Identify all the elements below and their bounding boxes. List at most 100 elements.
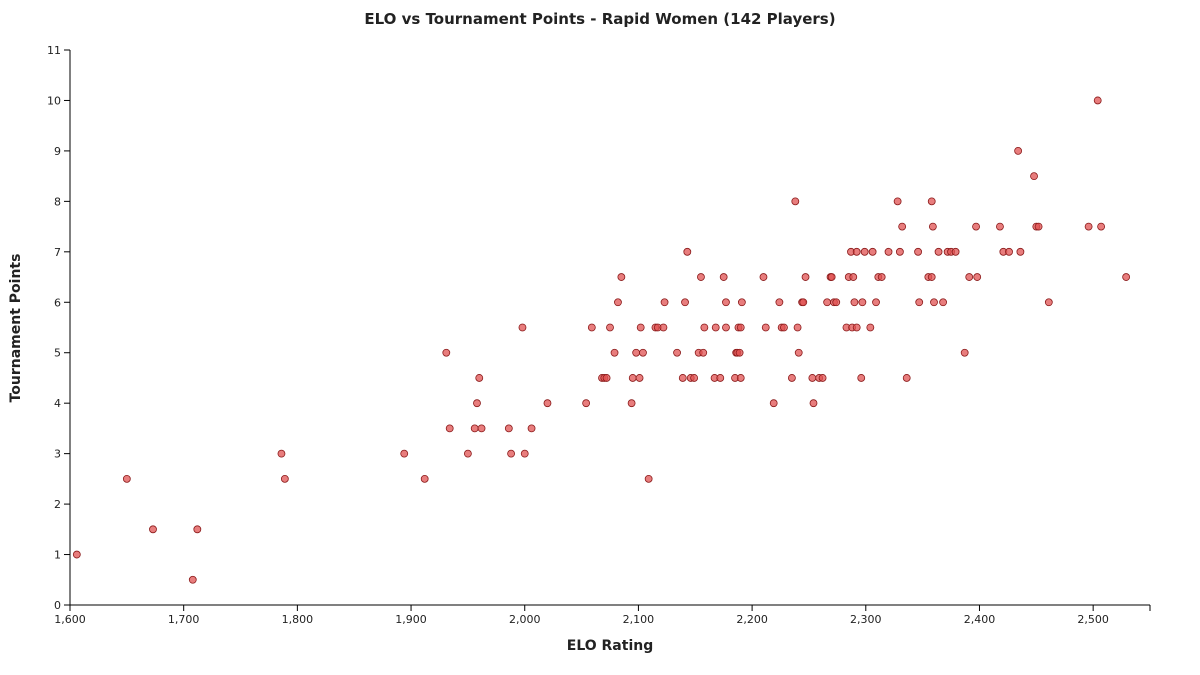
data-point — [1084, 222, 1093, 231]
data-point — [632, 348, 641, 357]
data-point — [951, 247, 960, 256]
data-point — [877, 273, 886, 281]
y-tick-label: 6 — [54, 296, 61, 309]
data-point — [587, 323, 596, 332]
data-point — [801, 273, 810, 281]
data-point — [678, 374, 687, 382]
data-point — [72, 550, 81, 559]
data-point — [787, 374, 796, 382]
data-point — [722, 323, 730, 332]
data-point — [1014, 147, 1023, 155]
data-point — [761, 323, 770, 332]
data-point — [477, 424, 486, 433]
data-point — [635, 374, 644, 382]
y-axis-label: Tournament Points — [8, 254, 24, 403]
data-point — [697, 273, 705, 281]
data-point — [823, 298, 832, 307]
data-point — [722, 298, 730, 307]
data-point — [915, 298, 924, 307]
data-point — [644, 474, 653, 483]
data-point — [780, 323, 788, 332]
data-point — [898, 222, 907, 231]
data-point — [927, 197, 936, 206]
data-point — [188, 575, 197, 584]
x-tick-label: 2,500 — [1077, 613, 1109, 626]
data-point — [628, 374, 637, 382]
x-axis-label: ELO Rating — [567, 638, 653, 654]
x-tick-label: 2,000 — [509, 613, 541, 626]
x-tick-label: 1,800 — [282, 613, 314, 626]
data-point — [442, 348, 451, 357]
data-point — [716, 374, 725, 382]
data-point — [475, 374, 484, 382]
data-point — [852, 323, 861, 332]
data-point — [972, 222, 980, 231]
x-tick-label: 2,400 — [964, 613, 996, 626]
data-point — [690, 374, 699, 382]
y-tick-label: 0 — [54, 599, 61, 612]
data-point — [893, 197, 902, 206]
data-point — [683, 247, 692, 256]
data-point — [122, 474, 131, 483]
data-point — [736, 374, 745, 382]
data-point — [582, 399, 591, 408]
data-point — [681, 298, 689, 307]
data-point — [775, 298, 784, 307]
y-tick-label: 5 — [54, 347, 61, 360]
data-point — [420, 474, 429, 483]
data-point — [673, 348, 681, 357]
data-points — [72, 96, 1131, 584]
data-point — [799, 298, 808, 307]
y-tick-label: 10 — [47, 94, 61, 107]
x-axis: 1,600 1,700 1,800 1,900 2,000 2,100 2,200 2,300… — [54, 604, 1151, 626]
data-point — [914, 247, 922, 256]
data-point — [1030, 172, 1038, 181]
data-point — [737, 298, 746, 307]
data-point — [858, 298, 867, 307]
data-point — [857, 374, 866, 382]
data-point — [850, 298, 859, 307]
x-tick-label: 1,700 — [168, 613, 200, 626]
y-tick-label: 8 — [54, 195, 61, 208]
x-tick-label: 1,600 — [54, 613, 86, 626]
data-point — [794, 348, 803, 357]
data-point — [193, 525, 202, 534]
data-point — [445, 424, 454, 433]
data-point — [711, 323, 720, 332]
data-point — [1005, 247, 1013, 256]
data-point — [736, 323, 745, 332]
data-point — [884, 247, 893, 256]
y-tick-label: 4 — [54, 397, 61, 410]
y-tick-label: 9 — [54, 145, 61, 158]
x-tick-label: 2,200 — [736, 613, 768, 626]
y-tick-label: 3 — [54, 448, 61, 461]
data-point — [793, 323, 802, 332]
data-point — [791, 197, 800, 206]
data-point — [400, 449, 409, 458]
data-point — [1016, 247, 1025, 256]
data-point — [939, 298, 947, 307]
data-point — [520, 449, 529, 458]
data-point — [852, 247, 861, 256]
y-tick-label: 11 — [47, 44, 61, 57]
data-point — [827, 273, 836, 281]
y-tick-label: 7 — [54, 246, 61, 259]
data-point — [610, 348, 619, 357]
data-point — [149, 525, 157, 534]
data-point — [927, 273, 936, 281]
data-point — [627, 399, 636, 408]
data-point — [818, 374, 827, 382]
y-tick-label: 1 — [54, 549, 61, 562]
data-point — [504, 424, 513, 433]
data-point — [928, 222, 937, 231]
data-point — [636, 323, 645, 332]
data-point — [960, 348, 969, 357]
data-point — [808, 374, 817, 382]
data-point — [1122, 273, 1131, 281]
data-point — [700, 323, 709, 332]
data-point — [470, 424, 479, 433]
data-point — [543, 399, 552, 408]
data-point — [1097, 222, 1106, 231]
data-point — [809, 399, 818, 408]
